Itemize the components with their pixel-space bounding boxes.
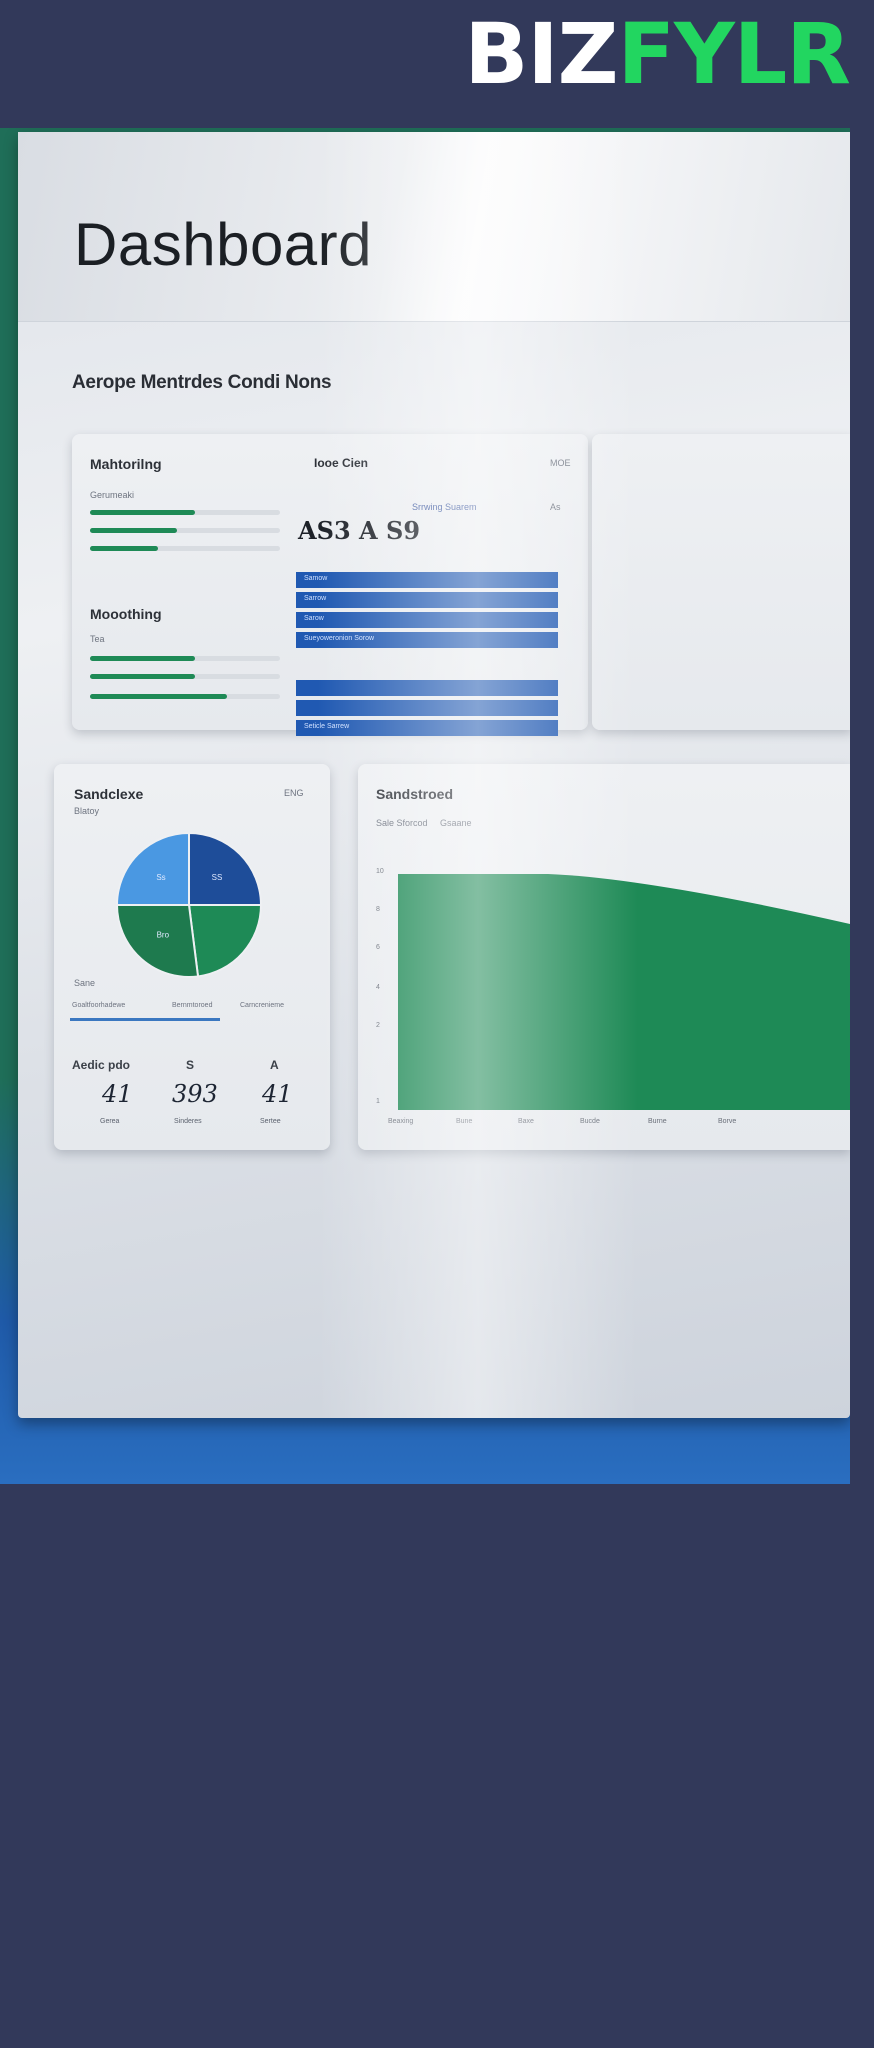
dashboard-header [18, 132, 850, 322]
area-card[interactable]: Sandstroed Sale Sforcod Gsaane 10 8 6 4 … [358, 764, 850, 1150]
stats-head-3: A [270, 1058, 279, 1072]
list-row-label: Seticle Sarrew [304, 723, 350, 730]
stat-caption: Sinderes [174, 1118, 202, 1125]
pie-slice-label: SS [212, 873, 223, 882]
metrics-left-subtitle-2: Tea [90, 634, 105, 644]
big-number-side: As [550, 502, 561, 512]
stats-head-2: S [186, 1058, 195, 1072]
list-row-label: Samow [304, 575, 328, 582]
pie-legend-c: Carncrenieme [240, 1002, 284, 1009]
progress-fill [90, 528, 178, 533]
list-row-label: Sarrow [304, 595, 327, 602]
list-row-label: Sarow [304, 615, 324, 622]
brand-logo-part1: BIZ [464, 5, 618, 103]
y-tick: 4 [376, 984, 380, 991]
area-chart [398, 874, 850, 1110]
stats-label: Aedic pdo [72, 1058, 131, 1072]
y-tick: 8 [376, 906, 380, 913]
side-card[interactable] [592, 434, 850, 730]
area-card-sub-a: Sale Sforcod [376, 818, 428, 828]
x-tick: Burne [648, 1118, 667, 1125]
list-row[interactable] [296, 700, 558, 716]
pie-card-subtitle: Blatoy [74, 806, 100, 816]
pie-card-title: Sandclexe [74, 786, 144, 802]
y-tick: 1 [376, 1098, 380, 1105]
metrics-right-corner: MOE [550, 458, 571, 468]
stat-value: 41 [102, 1080, 133, 1108]
pie-slice [115, 831, 190, 906]
progress-bar [90, 674, 280, 679]
metrics-right-title: Iooe Cien [314, 456, 369, 470]
list-row[interactable]: Sarow [296, 612, 558, 628]
list-row[interactable]: Sueyoweronion Sorow [296, 632, 558, 648]
pie-chart: SS Bro Ss [115, 831, 263, 978]
y-tick: 6 [376, 944, 380, 951]
list-row[interactable]: Sarrow [296, 592, 558, 608]
area-card-sub-b: Gsaane [440, 818, 472, 828]
page-subtitle: Aerope Mentrdes Condi Nons [72, 372, 332, 393]
progress-bar [90, 528, 280, 533]
progress-bar [90, 546, 280, 551]
pie-slice [188, 831, 263, 906]
y-tick: 2 [376, 1022, 380, 1029]
brand-logo-part2: FYLR [617, 5, 851, 103]
metrics-left-title-2: Mooothing [90, 606, 162, 622]
dashboard-photo: Dashboard Aerope Mentrdes Condi Nons Mah… [0, 128, 850, 1484]
y-tick: 10 [376, 868, 384, 875]
area-series [398, 874, 850, 1110]
x-tick: Bucde [580, 1118, 600, 1125]
progress-fill [90, 674, 195, 679]
dashboard-sheet: Dashboard Aerope Mentrdes Condi Nons Mah… [18, 132, 850, 1418]
list-row[interactable] [296, 680, 558, 696]
brand-logo: BIZFYLR [464, 12, 851, 96]
progress-fill [90, 510, 195, 515]
progress-fill [90, 656, 195, 661]
progress-bar [90, 694, 280, 699]
stat-caption: Sertee [260, 1118, 281, 1125]
pie-card[interactable]: Sandclexe ENG Blatoy SS Bro Ss Sane Goaltf… [54, 764, 330, 1150]
pie-legend-left: Sane [74, 978, 96, 988]
stat-value: 41 [262, 1080, 293, 1108]
pie-legend-divider [70, 1018, 220, 1021]
progress-fill [90, 694, 227, 699]
metrics-left-subtitle: Gerumeaki [90, 490, 135, 500]
list-row[interactable]: Samow [296, 572, 558, 588]
x-tick: Baxe [518, 1118, 534, 1125]
progress-fill [90, 546, 159, 551]
metrics-left-title: Mahtorilng [90, 456, 162, 472]
stat-caption: Gerea [100, 1118, 120, 1125]
list-row-label: Sueyoweronion Sorow [304, 635, 375, 642]
pie-card-corner: ENG [284, 788, 304, 798]
pie-slice [187, 904, 263, 978]
pie-legend-b: Bernmtoroed [172, 1002, 213, 1009]
list-row[interactable]: Seticle Sarrew [296, 720, 558, 736]
progress-bar [90, 510, 280, 515]
stat-value: 393 [172, 1080, 218, 1108]
pie-slice-label: Bro [157, 931, 170, 940]
x-tick: Bune [456, 1118, 473, 1125]
x-tick: Beaxing [388, 1118, 414, 1125]
x-tick: Borve [718, 1118, 737, 1125]
big-number-caption: Srrwing Suarem [412, 502, 477, 512]
big-number: AS3 A S9 [298, 516, 421, 545]
pie-slice-label: Ss [156, 873, 165, 882]
pie-legend-a: Goaltfoorhadewe [72, 1002, 126, 1009]
area-card-title: Sandstroed [376, 786, 454, 802]
pie-slice [115, 904, 200, 978]
page-title: Dashboard [74, 211, 373, 278]
progress-bar [90, 656, 280, 661]
